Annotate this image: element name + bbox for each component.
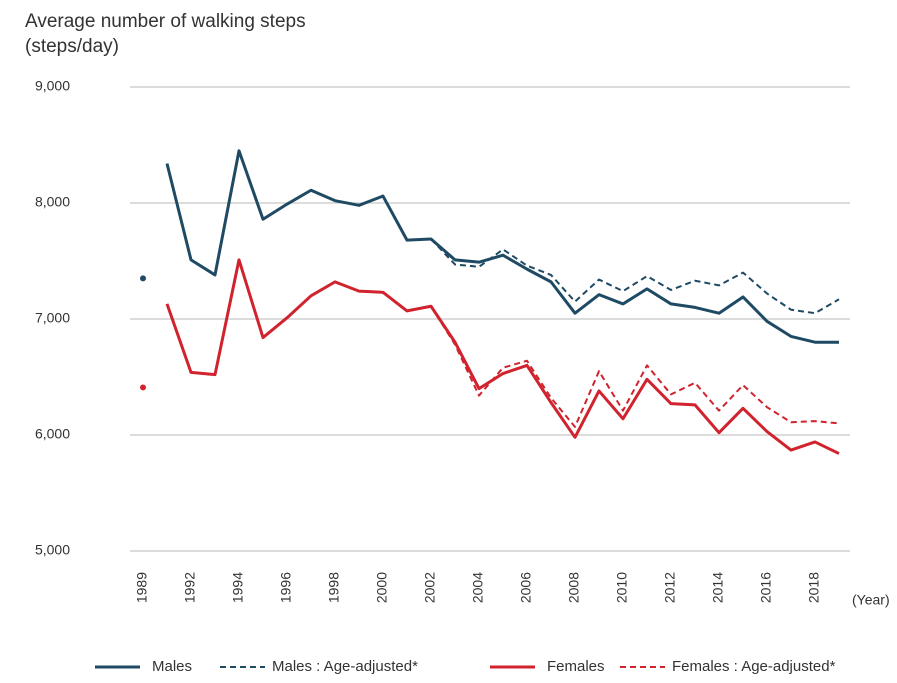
x-tick-label: 1998 [326,572,342,603]
series-line [430,305,840,428]
legend-label: Females : Age-adjusted* [672,658,836,675]
x-tick-label: 1996 [278,572,294,603]
point [140,275,146,282]
x-axis-label: (Year) [852,592,890,608]
y-tick-label: 8,000 [35,194,70,210]
y-axis-label: (steps/day) [25,36,119,57]
series-line [165,149,839,344]
legend-label: Males [152,658,192,675]
x-tick-label: 2002 [422,572,438,603]
legend-label: Males : Age-adjusted* [272,658,418,675]
point [140,384,146,391]
x-tick-label: 1989 [134,572,150,603]
x-tick-label: 2004 [470,572,486,603]
x-tick-label: 2000 [374,572,390,603]
x-tick-label: 1994 [230,572,246,603]
x-tick-label: 2010 [614,572,630,603]
y-tick-label: 7,000 [35,310,70,326]
x-tick-label: 2012 [662,572,678,603]
x-tick-label: 1992 [182,572,198,603]
x-tick-label: 2008 [566,572,582,603]
y-tick-label: 5,000 [35,542,70,558]
legend-label: Females [547,658,605,675]
x-tick-label: 2006 [518,572,534,603]
y-tick-label: 6,000 [35,426,70,442]
series-line [430,238,840,315]
series-line [165,258,840,455]
chart-title: Average number of walking steps [25,11,306,32]
y-tick-label: 9,000 [35,78,70,94]
x-tick-label: 2018 [806,572,822,603]
x-tick-label: 2014 [710,572,726,603]
x-tick-label: 2016 [758,572,774,603]
